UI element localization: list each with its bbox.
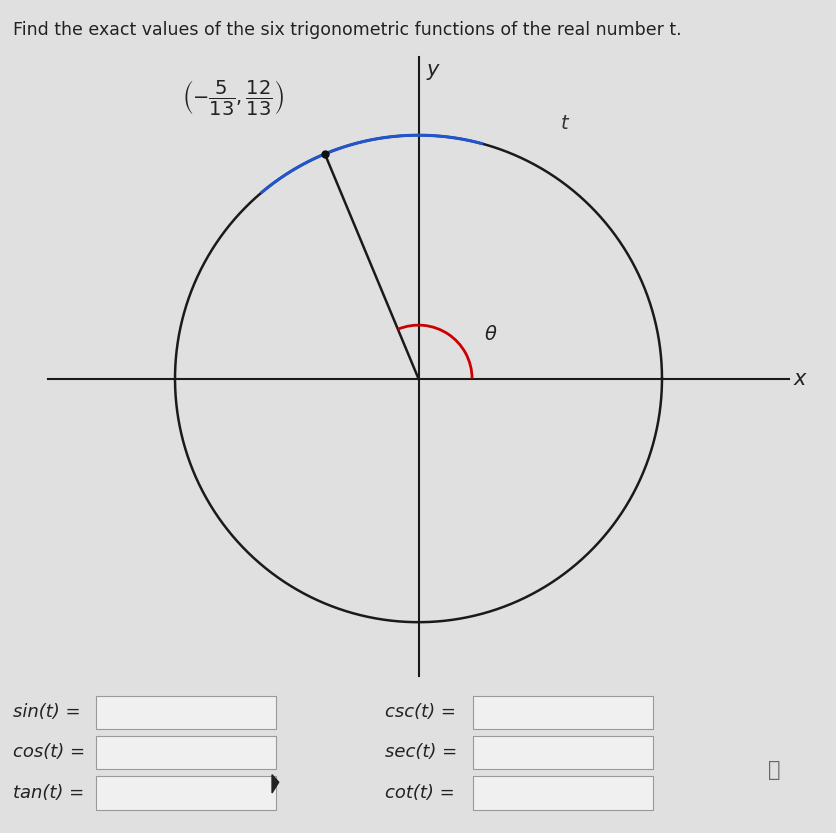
Text: sin(t) =: sin(t) = (13, 703, 80, 721)
Text: $t$: $t$ (559, 113, 569, 132)
Text: $\!\left(-\dfrac{5}{13},\dfrac{12}{13}\right)$: $\!\left(-\dfrac{5}{13},\dfrac{12}{13}\r… (183, 78, 283, 117)
Text: tan(t) =: tan(t) = (13, 784, 84, 802)
Text: sec(t) =: sec(t) = (385, 743, 456, 761)
Text: $x$: $x$ (793, 369, 808, 389)
Text: Find the exact values of the six trigonometric functions of the real number t.: Find the exact values of the six trigono… (13, 21, 681, 39)
Text: csc(t) =: csc(t) = (385, 703, 456, 721)
Text: $y$: $y$ (426, 62, 441, 82)
Text: cot(t) =: cot(t) = (385, 784, 454, 802)
Text: cos(t) =: cos(t) = (13, 743, 84, 761)
Text: ⓘ: ⓘ (767, 760, 779, 780)
Text: $\theta$: $\theta$ (484, 326, 497, 344)
